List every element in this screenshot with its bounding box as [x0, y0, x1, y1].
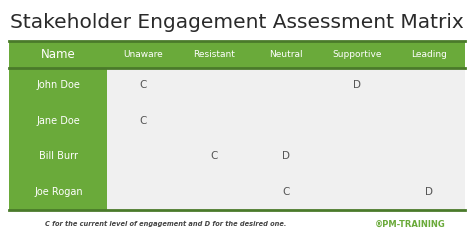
Text: Unaware: Unaware: [123, 50, 163, 59]
Bar: [9, 139, 107, 174]
Bar: [107, 68, 179, 103]
Text: Neutral: Neutral: [269, 50, 303, 59]
Bar: [107, 103, 179, 139]
Bar: [393, 139, 465, 174]
Bar: [322, 68, 393, 103]
Bar: [179, 174, 250, 210]
Bar: [179, 68, 250, 103]
Bar: [107, 41, 179, 68]
Bar: [9, 41, 107, 68]
Bar: [9, 68, 107, 103]
Bar: [393, 174, 465, 210]
Text: John Doe: John Doe: [36, 80, 80, 90]
Text: Joe Rogan: Joe Rogan: [34, 187, 82, 197]
Text: Leading: Leading: [411, 50, 447, 59]
Text: C: C: [139, 116, 147, 126]
Bar: [9, 174, 107, 210]
Text: Name: Name: [41, 48, 76, 61]
Text: C: C: [282, 187, 290, 197]
Bar: [9, 103, 107, 139]
Bar: [250, 103, 322, 139]
Bar: [179, 41, 250, 68]
Bar: [179, 139, 250, 174]
Bar: [322, 139, 393, 174]
Text: D: D: [353, 80, 361, 90]
Bar: [250, 68, 322, 103]
Bar: [250, 174, 322, 210]
Text: ®PM-TRAINING: ®PM-TRAINING: [374, 219, 446, 228]
Bar: [322, 41, 393, 68]
Text: C for the current level of engagement and D for the desired one.: C for the current level of engagement an…: [45, 221, 287, 227]
Text: C: C: [139, 80, 147, 90]
Bar: [322, 174, 393, 210]
Text: Supportive: Supportive: [333, 50, 382, 59]
Text: D: D: [425, 187, 433, 197]
Bar: [393, 103, 465, 139]
Text: Jane Doe: Jane Doe: [36, 116, 80, 126]
Text: Stakeholder Engagement Assessment Matrix: Stakeholder Engagement Assessment Matrix: [10, 13, 464, 32]
Bar: [250, 139, 322, 174]
Bar: [179, 103, 250, 139]
Text: C: C: [211, 151, 218, 161]
Bar: [107, 139, 179, 174]
Bar: [393, 68, 465, 103]
Text: Bill Burr: Bill Burr: [39, 151, 78, 161]
Bar: [393, 41, 465, 68]
Text: Resistant: Resistant: [193, 50, 236, 59]
Text: D: D: [282, 151, 290, 161]
Bar: [322, 103, 393, 139]
Bar: [250, 41, 322, 68]
Bar: [107, 174, 179, 210]
